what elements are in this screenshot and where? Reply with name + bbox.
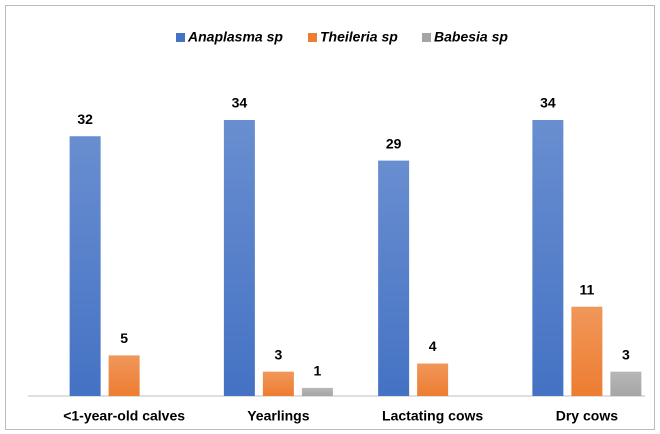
legend-swatch — [422, 33, 431, 42]
data-label: 32 — [77, 111, 93, 127]
bar — [417, 363, 449, 396]
legend-swatch — [176, 33, 185, 42]
data-label: 34 — [540, 95, 556, 111]
data-label: 5 — [120, 330, 128, 346]
data-label: 29 — [386, 135, 402, 151]
bar — [301, 387, 333, 396]
x-tick-label: <1-year-old calves — [63, 408, 185, 424]
x-tick-label: Yearlings — [247, 408, 309, 424]
bar — [69, 136, 101, 396]
bar — [262, 371, 294, 396]
bar — [610, 371, 642, 396]
bar — [108, 355, 140, 396]
bar — [532, 120, 564, 396]
data-label: 34 — [232, 95, 248, 111]
data-label: 4 — [429, 338, 437, 354]
legend-label: Babesia sp — [434, 29, 508, 45]
data-label: 3 — [622, 346, 630, 362]
x-tick-label: Lactating cows — [382, 408, 483, 424]
legend-label: Theileria sp — [320, 29, 398, 45]
bar — [223, 120, 255, 396]
legend-label: Anaplasma sp — [187, 29, 283, 45]
legend-swatch — [308, 33, 317, 42]
data-label: 1 — [313, 363, 321, 379]
bar — [571, 306, 603, 396]
bar — [378, 160, 410, 396]
x-tick-label: Dry cows — [556, 408, 618, 424]
data-label: 11 — [579, 281, 594, 297]
data-label: 3 — [274, 346, 282, 362]
